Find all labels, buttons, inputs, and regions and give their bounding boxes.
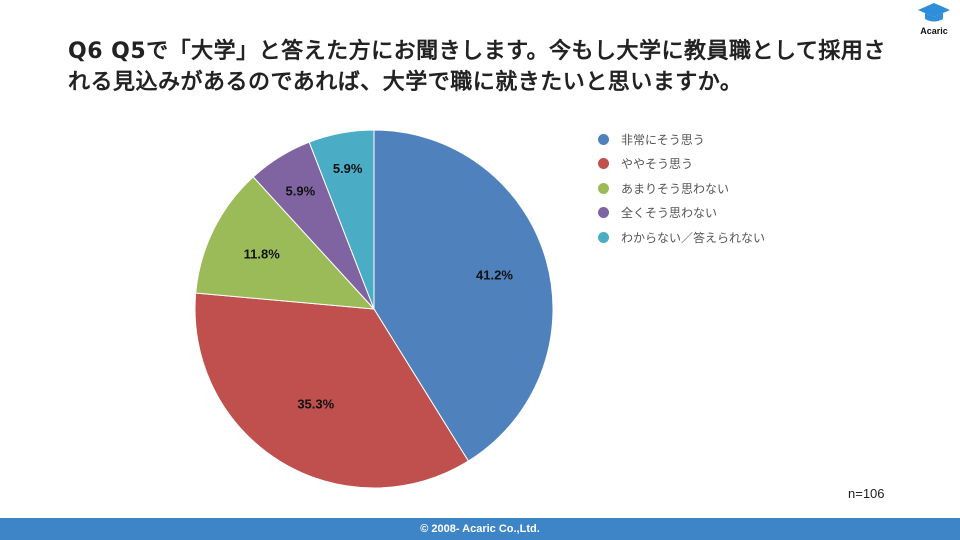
slice-data-label: 11.8%: [244, 246, 281, 261]
pie-slice[interactable]: [195, 176, 376, 310]
legend-swatch: [598, 231, 609, 243]
legend-swatch: [598, 182, 609, 194]
legend-swatch: [598, 207, 609, 219]
legend-swatch: [598, 158, 609, 170]
legend-label: 非常にそう思う: [621, 132, 705, 147]
legend-item[interactable]: あまりそう思わない: [598, 176, 765, 201]
legend-item[interactable]: わからない／答えられない: [598, 225, 765, 250]
graduation-cap-icon: [918, 3, 950, 22]
legend: 非常にそう思う ややそう思う あまりそう思わない 全くそう思わない わからない／…: [598, 127, 765, 250]
legend-item[interactable]: 全くそう思わない: [598, 201, 765, 226]
legend-label: わからない／答えられない: [621, 230, 766, 245]
slice-data-label: 35.3%: [297, 396, 334, 411]
pie-slice[interactable]: [194, 292, 470, 489]
legend-item[interactable]: 非常にそう思う: [598, 127, 765, 152]
legend-swatch: [598, 133, 609, 145]
sample-size: n=106: [848, 486, 885, 501]
pie-slice[interactable]: [308, 129, 375, 310]
slice-data-label: 5.9%: [333, 161, 363, 176]
legend-item[interactable]: ややそう思う: [598, 152, 765, 177]
page-title: Q6 Q5で「大学」と答えた方にお聞きします。今もし大学に教員職として採用される…: [68, 39, 886, 95]
logo-text: Acaric: [920, 26, 948, 36]
slice-data-label: 5.9%: [286, 183, 316, 198]
slice-data-label: 41.2%: [476, 268, 513, 283]
pie-slice[interactable]: [373, 129, 554, 462]
footer: © 2008- Acaric Co.,Ltd.: [0, 518, 960, 540]
legend-label: 全くそう思わない: [621, 206, 718, 221]
legend-label: ややそう思う: [621, 157, 694, 172]
acaric-logo: Acaric: [914, 2, 954, 36]
legend-label: あまりそう思わない: [621, 181, 730, 196]
